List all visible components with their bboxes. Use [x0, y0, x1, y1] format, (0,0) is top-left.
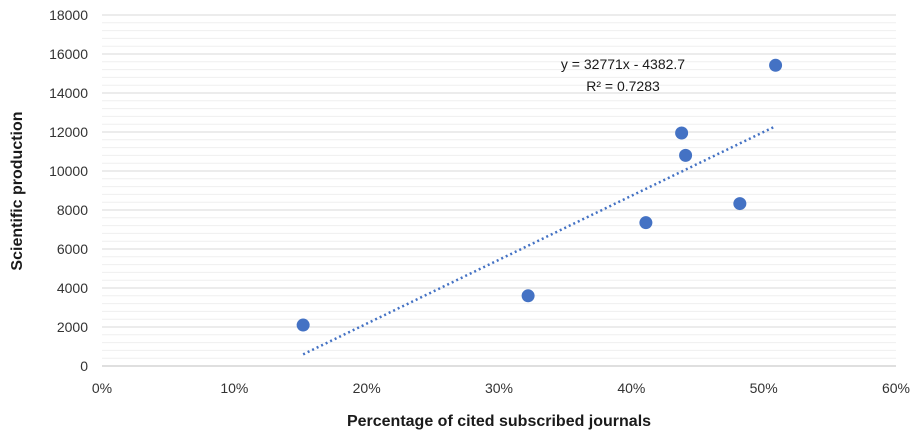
data-point	[639, 216, 653, 230]
y-tick-label: 2000	[57, 319, 88, 335]
trendline	[302, 125, 777, 356]
y-tick-labels: 0 2000 4000 6000 8000 10000 12000 14000 16000 180…	[49, 7, 88, 374]
y-axis-title: Scientific production	[9, 111, 26, 270]
data-point	[296, 318, 310, 332]
y-tick-label: 8000	[57, 202, 88, 218]
x-axis-title: Percentage of cited subscribed journals	[347, 413, 651, 430]
trendline-r2-label: R² = 0.7283	[586, 78, 660, 94]
y-tick-label: 0	[80, 358, 88, 374]
data-points	[296, 58, 783, 332]
y-tick-label: 14000	[49, 85, 88, 101]
x-tick-label: 60%	[882, 380, 910, 396]
data-point	[521, 289, 535, 303]
data-point	[733, 197, 747, 211]
x-tick-label: 0%	[92, 380, 112, 396]
x-tick-label: 30%	[485, 380, 513, 396]
x-tick-labels: 0% 10% 20% 30% 40% 50% 60%	[92, 380, 910, 396]
gridlines	[102, 14, 896, 359]
y-tick-label: 16000	[49, 46, 88, 62]
x-tick-label: 50%	[750, 380, 778, 396]
trendline-equation-label: y = 32771x - 4382.7	[561, 56, 685, 72]
y-tick-label: 18000	[49, 7, 88, 23]
data-point	[769, 58, 783, 72]
x-tick-label: 10%	[220, 380, 248, 396]
data-point	[679, 148, 693, 162]
y-tick-label: 4000	[57, 280, 88, 296]
data-point	[675, 126, 689, 140]
y-tick-label: 6000	[57, 241, 88, 257]
x-tick-label: 20%	[353, 380, 381, 396]
x-tick-label: 40%	[617, 380, 645, 396]
y-tick-label: 12000	[49, 124, 88, 140]
y-tick-label: 10000	[49, 163, 88, 179]
